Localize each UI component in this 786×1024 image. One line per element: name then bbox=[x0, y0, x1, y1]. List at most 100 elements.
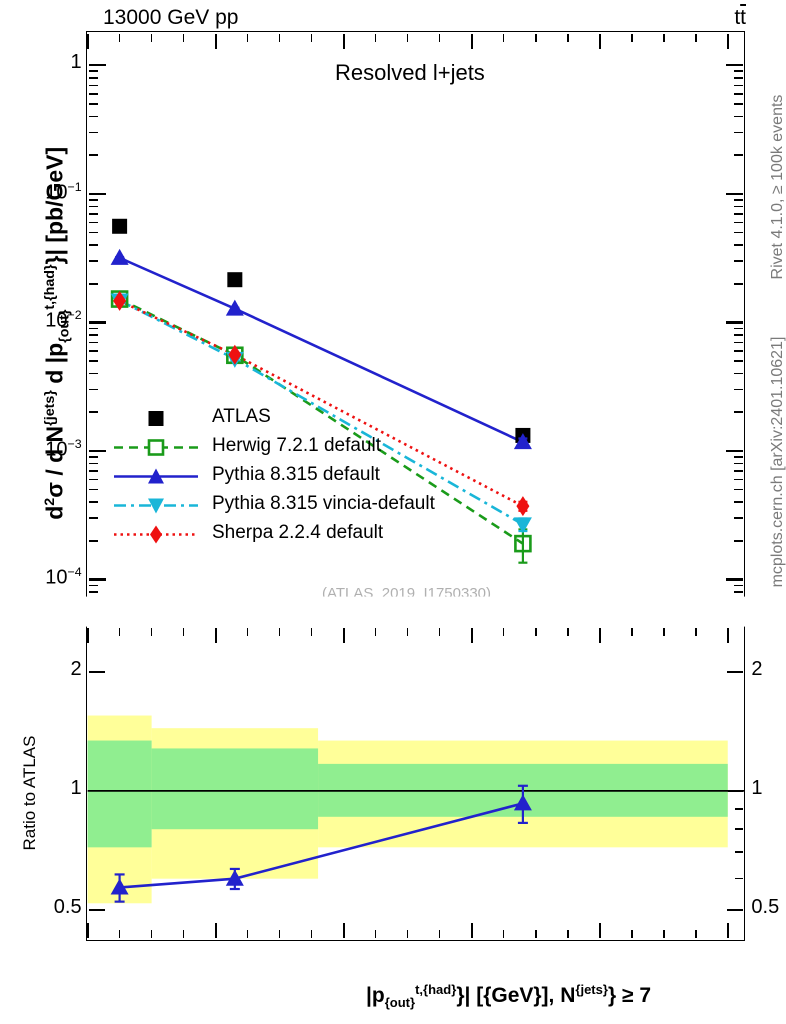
x-tick-ratio-top bbox=[310, 628, 313, 637]
y-tick-ratio-right bbox=[734, 851, 743, 853]
y-minor-tick bbox=[89, 360, 99, 362]
y-minor-tick-right bbox=[733, 244, 743, 246]
x-tick-main-bottom bbox=[534, 614, 537, 623]
x-tick-ratio-bottom bbox=[694, 930, 697, 939]
y-tick-ratio bbox=[89, 851, 98, 853]
x-tick-ratio-top bbox=[470, 628, 473, 644]
y-tick-label-main: 10−3 bbox=[45, 436, 82, 461]
x-tick-ratio-top bbox=[598, 628, 601, 644]
band-clip-bottom bbox=[81, 941, 751, 972]
y-minor-tick-right bbox=[733, 334, 743, 336]
y-minor-tick-right bbox=[733, 517, 743, 519]
x-tick-main-bottom bbox=[438, 614, 441, 623]
y-minor-tick-right bbox=[733, 93, 743, 95]
x-tick-ratio-top bbox=[342, 628, 345, 644]
x-tick-main-bottom bbox=[694, 614, 697, 623]
legend-label: Herwig 7.2.1 default bbox=[212, 435, 381, 456]
y-tick-label-main: 10−2 bbox=[45, 308, 82, 333]
x-tick-label: 400 bbox=[583, 948, 617, 970]
y-tick-label-ratio-right: 1 bbox=[751, 776, 763, 799]
x-tick-ratio-top bbox=[278, 628, 281, 637]
y-tick-label-ratio-right: 0.5 bbox=[751, 896, 780, 919]
x-tick-ratio-top bbox=[438, 628, 441, 637]
y-minor-tick-right bbox=[733, 360, 743, 362]
x-tick-main-bottom bbox=[470, 607, 473, 623]
x-tick-main-bottom bbox=[118, 614, 121, 623]
x-tick-ratio-bottom bbox=[502, 930, 505, 939]
y-tick-label-ratio: 2 bbox=[70, 657, 82, 680]
x-tick-main-bottom bbox=[342, 607, 345, 623]
x-tick-ratio-top bbox=[694, 628, 697, 637]
y-minor-tick-right bbox=[733, 198, 743, 201]
y-tick-ratio-right bbox=[734, 808, 743, 810]
y-minor-tick bbox=[89, 607, 99, 609]
y-major-tick bbox=[89, 192, 107, 195]
x-tick-main-bottom bbox=[182, 614, 185, 623]
x-tick-main-bottom bbox=[150, 614, 153, 623]
analysis-watermark: (ATLAS_2019_I1750330) bbox=[322, 585, 492, 602]
y-major-tick bbox=[89, 449, 107, 452]
y-minor-tick bbox=[89, 84, 99, 87]
x-tick-ratio-bottom bbox=[150, 930, 153, 939]
legend-marker-square-open-icon bbox=[110, 433, 202, 462]
y-minor-tick bbox=[89, 70, 99, 73]
y-minor-tick bbox=[89, 488, 99, 491]
y-minor-tick-right bbox=[733, 260, 743, 262]
x-tick-main-bottom bbox=[246, 614, 249, 623]
x-tick-main-top bbox=[86, 34, 89, 50]
y-minor-tick-right bbox=[733, 205, 743, 208]
beam-energy-label: 13000 GeV pp bbox=[103, 6, 239, 29]
y-minor-tick-right bbox=[733, 350, 743, 352]
y-minor-tick bbox=[89, 411, 99, 414]
y-tick-label-ratio: 0.5 bbox=[53, 896, 82, 919]
y-minor-tick bbox=[89, 591, 99, 593]
y-minor-tick-right bbox=[733, 456, 743, 458]
x-tick-ratio-top bbox=[502, 628, 505, 637]
y-minor-tick-right bbox=[733, 591, 743, 593]
x-tick-main-bottom bbox=[630, 614, 633, 623]
x-tick-main-bottom bbox=[310, 614, 313, 623]
x-tick-main-top bbox=[438, 34, 441, 43]
x-tick-main-top bbox=[310, 34, 313, 43]
x-tick-ratio-bottom bbox=[310, 930, 313, 939]
y-tick-ratio bbox=[89, 789, 106, 792]
y-minor-tick bbox=[89, 350, 99, 352]
y-minor-tick bbox=[89, 131, 99, 134]
x-tick-main-bottom bbox=[662, 614, 665, 623]
y-minor-tick bbox=[89, 93, 99, 95]
x-tick-ratio-bottom bbox=[342, 923, 345, 939]
legend-marker-diamond-icon bbox=[110, 520, 202, 549]
x-tick-main-top bbox=[566, 34, 569, 43]
y-minor-tick bbox=[89, 198, 99, 201]
y-minor-tick-right bbox=[733, 115, 743, 118]
x-tick-main-top bbox=[630, 34, 633, 43]
y-minor-tick-right bbox=[733, 470, 743, 472]
y-minor-tick bbox=[89, 341, 99, 344]
legend-label: Sherpa 2.2.4 default bbox=[212, 522, 384, 543]
y-minor-tick-right bbox=[733, 607, 743, 609]
y-minor-tick-right bbox=[733, 598, 743, 601]
y-major-tick-right bbox=[725, 449, 743, 452]
x-tick-main-bottom bbox=[566, 614, 569, 623]
y-tick-label-main: 10−1 bbox=[45, 179, 82, 204]
x-tick-main-top bbox=[726, 34, 729, 50]
y-minor-tick-right bbox=[733, 221, 743, 224]
y-minor-tick bbox=[89, 115, 99, 118]
y-minor-tick bbox=[89, 244, 99, 246]
x-tick-ratio-bottom bbox=[86, 923, 89, 939]
y-tick-ratio bbox=[89, 808, 98, 810]
y-minor-tick-right bbox=[733, 70, 743, 73]
y-tick-ratio-right bbox=[734, 877, 743, 880]
x-tick-ratio-top bbox=[374, 628, 377, 637]
y-tick-label-main: 1 bbox=[70, 51, 82, 74]
y-minor-tick bbox=[89, 282, 99, 285]
rivet-version-caption: Rivet 4.1.0, ≥ 100k events bbox=[769, 94, 786, 280]
y-minor-tick bbox=[89, 462, 99, 465]
y-tick-label-main: 10−4 bbox=[45, 565, 82, 590]
x-tick-ratio-bottom bbox=[374, 930, 377, 939]
y-tick-ratio bbox=[89, 877, 98, 880]
x-tick-main-top bbox=[662, 34, 665, 43]
y-minor-tick bbox=[89, 334, 99, 336]
y-minor-tick-right bbox=[733, 372, 743, 375]
x-tick-main-top bbox=[246, 34, 249, 43]
